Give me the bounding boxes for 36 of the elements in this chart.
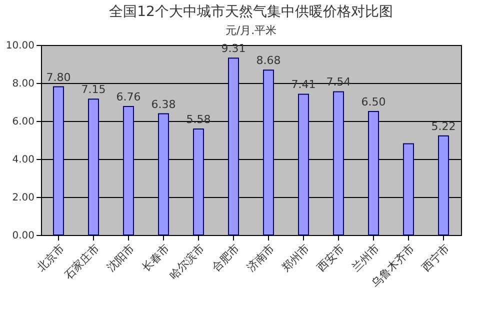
y-tick-label: 8.00 [12, 78, 34, 90]
y-tick-label: 6.00 [12, 116, 34, 128]
x-tick-label: 沈阳市 [104, 242, 137, 274]
bar [368, 111, 379, 236]
bar [53, 86, 64, 236]
x-tick-label: 哈尔滨市 [166, 242, 207, 282]
x-tick-label: 西宁市 [419, 242, 452, 274]
x-tick-label: 石家庄市 [62, 242, 102, 282]
bar [438, 135, 449, 236]
data-label: 6.50 [361, 96, 386, 108]
chart-title: 全国12个大中城市天然气集中供暖价格对比图 [109, 4, 393, 20]
bar [158, 113, 169, 236]
data-label: 9.31 [221, 42, 246, 56]
x-tick-label: 郑州市 [279, 242, 312, 274]
y-axis-title: 元/月.平米 [225, 24, 277, 37]
y-tick-label: 10.00 [6, 40, 34, 52]
bar [228, 58, 239, 236]
x-tick-label: 济南市 [244, 242, 277, 274]
data-label: 7.15 [81, 83, 106, 96]
y-tick-label: 0.00 [12, 230, 34, 242]
bar [333, 91, 344, 236]
bar [193, 128, 204, 236]
bar [298, 94, 309, 236]
bar [88, 98, 99, 236]
bar [403, 143, 414, 236]
x-tick-label: 合肥市 [209, 242, 242, 274]
data-label: 5.22 [431, 120, 456, 133]
x-tick-label: 西安市 [314, 242, 347, 274]
bar [123, 106, 134, 236]
y-tick-label: 4.00 [12, 154, 34, 166]
data-label: 8.68 [256, 54, 281, 68]
data-label: 7.80 [46, 70, 71, 84]
bar [263, 70, 274, 236]
data-label: 6.76 [116, 90, 141, 104]
y-tick-label: 2.00 [12, 192, 34, 204]
data-label: 6.38 [151, 98, 176, 111]
